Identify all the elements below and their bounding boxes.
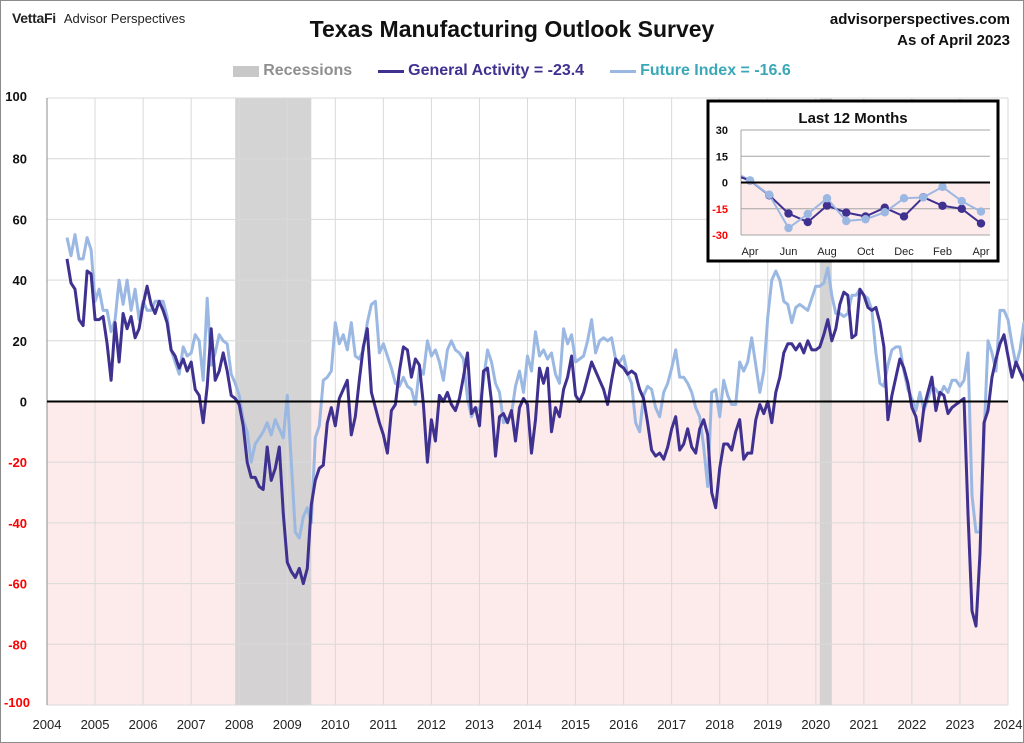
x-tick-label: 2015 (561, 717, 590, 732)
y-tick-label: 0 (20, 395, 27, 410)
inset-x-tick-label: Feb (933, 246, 952, 258)
future-index-line (65, 233, 1024, 540)
chart-title: Texas Manufacturing Outlook Survey (309, 16, 715, 42)
legend-item-recessions: Recessions (233, 62, 352, 80)
x-tick-label: 2006 (129, 717, 158, 732)
inset-future-point (880, 208, 889, 217)
inset-title: Last 12 Months (798, 110, 907, 127)
legend-label-future: Future Index = -16.6 (640, 62, 791, 79)
x-tick-label: 2018 (705, 717, 734, 732)
y-tick-label: 40 (13, 273, 27, 288)
as-of-date: As of April 2023 (897, 32, 1010, 49)
inset-general-point (842, 208, 851, 217)
x-tick-label: 2019 (753, 717, 782, 732)
inset-general-point (822, 201, 832, 210)
x-tick-label: 2013 (465, 717, 494, 732)
inset-future-point (899, 194, 909, 203)
inset-y-tick-label: 15 (716, 151, 728, 163)
x-tick-label: 2022 (897, 717, 926, 732)
inset-x-tick-label: Oct (857, 246, 874, 258)
y-tick-label: -100 (4, 695, 30, 710)
y-tick-label: 20 (13, 334, 27, 349)
inset-future-point (842, 216, 851, 226)
x-tick-label: 2023 (945, 717, 974, 732)
legend: Recessions General Activity = -23.4 Futu… (0, 62, 1024, 80)
x-tick-label: 2016 (609, 717, 638, 732)
general-activity-line (65, 258, 1024, 628)
y-tick-label: 100 (5, 89, 27, 104)
inset-future-point (822, 194, 832, 203)
x-tick-label: 2004 (33, 717, 62, 732)
inset-future-point (938, 182, 947, 192)
inset-x-tick-label: Jun (780, 246, 798, 258)
general-swatch (378, 69, 405, 73)
y-tick-label: -20 (8, 455, 27, 470)
x-tick-label: 2010 (321, 717, 350, 732)
recession-swatch (233, 65, 260, 77)
legend-label-general: General Activity = -23.4 (408, 62, 585, 79)
inset-future-point (919, 193, 928, 202)
inset-y-tick-label: 30 (716, 125, 728, 137)
x-tick-label: 2014 (513, 717, 542, 732)
y-tick-label: -60 (8, 577, 27, 592)
x-tick-label: 2024 (994, 717, 1023, 732)
brand-name: Advisor Perspectives (63, 11, 186, 26)
y-tick-label: 60 (13, 212, 27, 227)
inset-y-tick-label: 0 (722, 178, 728, 190)
inset-future-point (784, 223, 793, 233)
brand: VettaFi Advisor Perspectives (12, 10, 185, 26)
inset-x-tick-label: Apr (972, 246, 989, 258)
inset-x-tick-label: Aug (817, 246, 837, 258)
x-tick-label: 2020 (801, 717, 830, 732)
site-url: advisorperspectives.com (829, 11, 1010, 28)
x-tick-label: 2017 (657, 717, 686, 732)
x-tick-label: 2007 (177, 717, 206, 732)
inset-y-tick-label: -15 (712, 204, 728, 216)
brand-logo: VettaFi (12, 10, 56, 26)
x-tick-label: 2012 (417, 717, 446, 732)
y-tick-label: 80 (13, 152, 27, 167)
x-tick-label: 2011 (369, 717, 397, 732)
y-tick-label: -80 (8, 637, 27, 652)
inset-x-tick-label: Dec (894, 246, 914, 258)
inset-future-point (861, 215, 870, 224)
inset-general-point (803, 217, 812, 227)
inset-y-tick-label: -30 (712, 230, 728, 242)
site-info: advisorperspectives.com As of April 2023 (830, 9, 1010, 51)
inset-general-point (976, 219, 986, 228)
x-tick-label: 2009 (273, 717, 302, 732)
inset-chart: Last 12 Months 30 15 0 -15 -30 Apr Jun Aug Oct Dec… (706, 99, 1000, 263)
x-tick-label: 2008 (225, 717, 254, 732)
inset-general-point (784, 209, 793, 218)
legend-item-future: Future Index = -16.6 (610, 62, 791, 80)
legend-item-general: General Activity = -23.4 (378, 62, 584, 80)
inset-general-point (899, 212, 909, 221)
inset-future-point (976, 207, 986, 216)
legend-label-recessions: Recessions (263, 62, 353, 79)
future-swatch (610, 69, 637, 73)
inset-general-point (957, 204, 966, 213)
x-tick-label: 2021 (849, 717, 878, 732)
y-tick-label: -40 (8, 516, 27, 531)
inset-general-point (938, 201, 947, 210)
inset-future-point (765, 190, 774, 199)
x-tick-label: 2005 (81, 717, 110, 732)
inset-x-tick-label: Apr (741, 246, 758, 258)
inset-future-point (957, 196, 966, 206)
inset-future-point (803, 209, 812, 219)
